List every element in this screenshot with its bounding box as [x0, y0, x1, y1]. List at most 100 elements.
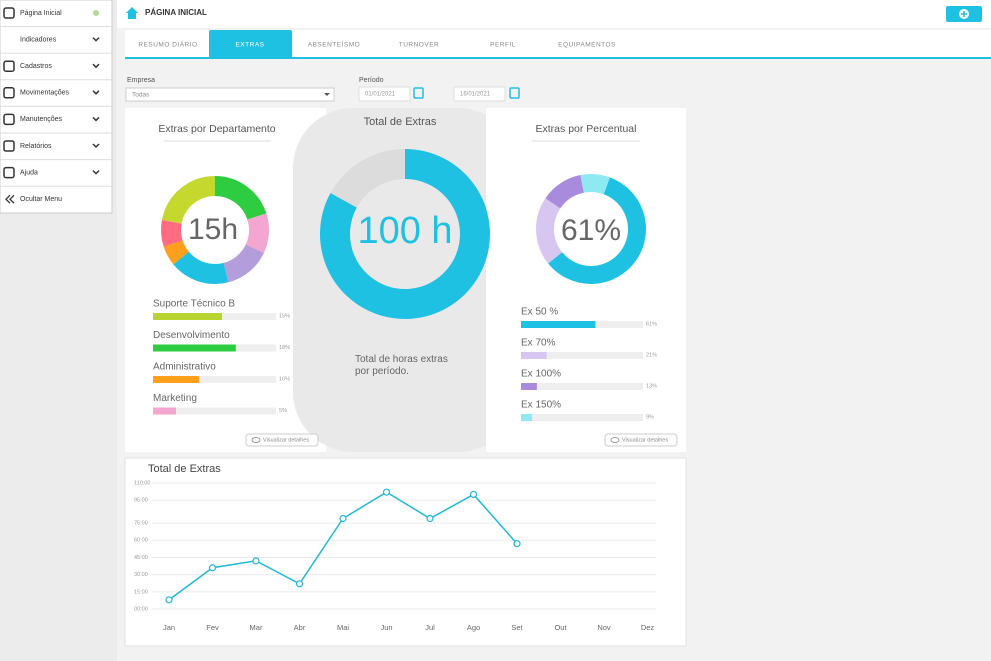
- header-bar: [117, 0, 991, 28]
- eye-icon: [610, 437, 620, 443]
- point: [339, 514, 347, 523]
- point: [382, 488, 391, 496]
- x-tick-label: Dez: [641, 623, 655, 632]
- menu-item[interactable]: Página Inicial: [20, 10, 62, 17]
- bar-label: Ex 150%: [521, 400, 561, 411]
- menu-item[interactable]: Movimentações: [20, 90, 70, 97]
- donut-segment: [163, 240, 190, 265]
- bar-value: 10%: [279, 376, 290, 382]
- bar-value: 9%: [646, 414, 654, 420]
- x-tick-label: Jul: [425, 623, 435, 632]
- menu-icon: [3, 87, 15, 99]
- bar-track: [153, 376, 276, 383]
- bar: [153, 376, 199, 383]
- calendar-icon[interactable]: [509, 87, 520, 99]
- chevron: [92, 37, 100, 42]
- y-tick-label: 45:00: [134, 555, 148, 561]
- select[interactable]: [125, 87, 335, 102]
- donut-segment: [222, 244, 264, 283]
- point: [513, 540, 521, 548]
- x-tick-label: Mai: [337, 623, 349, 632]
- tab[interactable]: EXTRAS: [235, 42, 264, 49]
- x-tick-label: Abr: [294, 623, 306, 632]
- tab[interactable]: RESUMO DIÁRIO: [138, 40, 197, 49]
- bar-value: 61%: [646, 321, 657, 327]
- tab[interactable]: ABSENTEÍSMO: [308, 40, 360, 49]
- bar-value: 21%: [646, 352, 657, 358]
- chart-title: Total de Extras: [148, 463, 221, 475]
- bar-track: [521, 414, 643, 421]
- donut-segment: [214, 176, 267, 220]
- menu-item[interactable]: Ocultar Menu: [20, 196, 62, 203]
- menu-icon: [3, 166, 15, 179]
- center-label: 100 h: [357, 210, 452, 252]
- menu-icon: [3, 113, 15, 126]
- calendar-icon[interactable]: [413, 87, 424, 99]
- chevron: [92, 170, 100, 175]
- donut-segment: [161, 176, 216, 225]
- point: [426, 514, 434, 523]
- menu-item[interactable]: Cadastros: [20, 63, 52, 70]
- bar: [521, 352, 547, 359]
- menu-icon: [3, 60, 15, 72]
- details-button[interactable]: [245, 433, 319, 447]
- tab[interactable]: EQUIPAMENTOS: [558, 42, 616, 49]
- bar-value: 18%: [279, 345, 290, 351]
- y-tick-label: 95:00: [134, 498, 148, 504]
- details-button[interactable]: [604, 433, 678, 447]
- eye-icon: [251, 437, 261, 443]
- header-title: PÁGINA INICIAL: [145, 8, 207, 17]
- panel-title: Extras por Departamento: [158, 123, 275, 135]
- y-tick-label: 15:00: [134, 589, 148, 595]
- menu-icon: [3, 7, 15, 19]
- select-value: Todas: [132, 92, 150, 99]
- donut-segment: [548, 177, 646, 284]
- x-tick-label: Jan: [163, 623, 175, 632]
- bar: [521, 414, 532, 421]
- active-tab[interactable]: [209, 30, 292, 58]
- date-input[interactable]: [358, 86, 411, 102]
- bar-track: [153, 407, 276, 415]
- menu-icon: [3, 140, 15, 152]
- bar: [153, 313, 222, 320]
- chevron: [92, 63, 100, 69]
- point: [469, 490, 478, 499]
- menu-item[interactable]: Relatórios: [20, 143, 52, 150]
- menu-item[interactable]: Ajuda: [20, 169, 38, 176]
- bar: [153, 344, 236, 352]
- tab[interactable]: PERFIL: [490, 42, 516, 49]
- x-tick-label: Fev: [206, 623, 219, 632]
- panel-title: Total de Extras: [364, 116, 437, 128]
- date-input[interactable]: [453, 86, 506, 102]
- tab[interactable]: TURNOVER: [399, 42, 439, 49]
- details-text: Visualizar detalhes: [622, 437, 668, 443]
- filter-label: Empresa: [127, 77, 155, 84]
- bar-label: Suporte Técnico B: [153, 299, 235, 310]
- add-icon-plus: [961, 11, 967, 17]
- point: [165, 596, 173, 604]
- bar-value: 5%: [279, 408, 287, 414]
- x-tick-label: Out: [554, 623, 567, 632]
- x-tick-label: Nov: [597, 623, 611, 632]
- donut-segment: [320, 149, 490, 319]
- x-tick-label: Set: [511, 623, 523, 632]
- x-tick-label: Mar: [250, 623, 263, 632]
- x-tick-label: Ago: [467, 623, 480, 632]
- chevron: [92, 143, 100, 149]
- menu-item[interactable]: Indicadores: [20, 36, 57, 43]
- bar-label: Ex 50 %: [521, 307, 558, 318]
- bar-label: Ex 70%: [521, 338, 556, 349]
- donut-segment: [580, 174, 610, 195]
- menu-item[interactable]: Manutenções: [20, 116, 63, 123]
- y-tick-label: 30:00: [134, 572, 148, 578]
- bar: [521, 383, 537, 390]
- y-tick-label: 00:00: [134, 606, 148, 612]
- y-tick-label: 60:00: [134, 538, 148, 544]
- bar-label: Desenvolvimento: [153, 330, 230, 341]
- panel-title: Extras por Percentual: [536, 123, 637, 135]
- details-text: Visualizar detalhes: [263, 437, 309, 443]
- donut-segment: [161, 219, 183, 247]
- donut-segment: [173, 251, 229, 284]
- date-value: 01/01/2021: [365, 92, 396, 98]
